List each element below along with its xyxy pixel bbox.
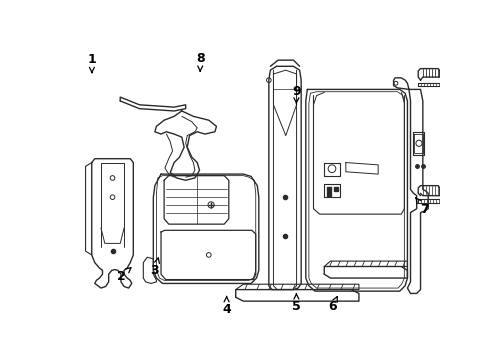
Text: 8: 8 — [196, 52, 204, 71]
Text: 4: 4 — [222, 297, 231, 316]
Text: 7: 7 — [416, 198, 429, 216]
Text: 6: 6 — [328, 297, 337, 313]
Text: 2: 2 — [117, 267, 131, 283]
Text: 5: 5 — [292, 294, 301, 313]
Text: 1: 1 — [88, 53, 96, 72]
Text: 3: 3 — [150, 258, 159, 277]
Text: 9: 9 — [292, 85, 301, 104]
